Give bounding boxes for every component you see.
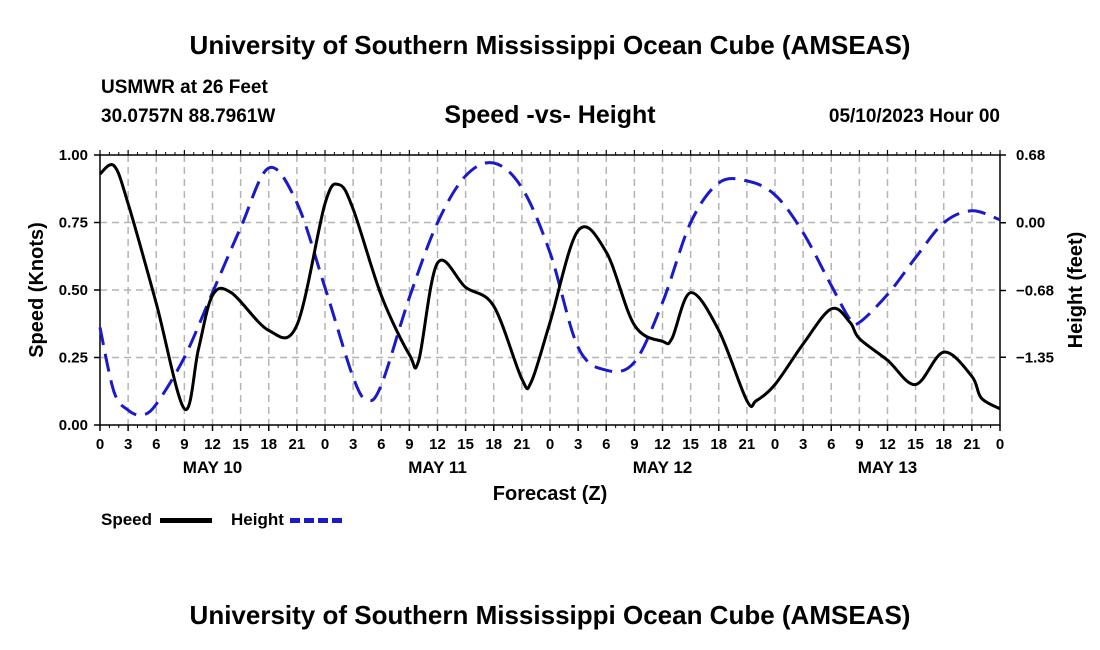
x-tick-label: 15 [682,436,699,453]
x-tick-label: 12 [204,436,221,453]
x-tick-label: 15 [232,436,249,453]
x-tick-label: 0 [771,436,779,453]
y-tick-label-right: −0.68 [1016,282,1054,299]
x-tick-label: 18 [710,436,727,453]
y-tick-label-right: −1.35 [1016,349,1054,366]
x-tick-label: 18 [260,436,277,453]
x-tick-label: 3 [574,436,582,453]
series-speed-line [99,163,1001,411]
x-tick-label: 21 [964,436,981,453]
x-tick-label: 18 [485,436,502,453]
station-label: USMWR at 26 Feet [101,77,268,98]
legend-speed-label: Speed [101,510,153,529]
x-tick-label: 6 [152,436,160,453]
coordinates-label: 30.0757N 88.7961W [101,106,276,127]
y-tick-label-right: 0.00 [1016,215,1045,232]
x-tick-label: 6 [602,436,610,453]
x-tick-label: 3 [799,436,807,453]
day-label: MAY 11 [408,458,467,477]
x-tick-label: 15 [457,436,474,453]
x-tick-label: 0 [96,436,104,453]
axis-ticks [94,150,1006,431]
legend-speed-swatch [160,518,212,523]
y-axis-title-right: Height (feet) [1065,232,1087,349]
x-tick-label: 9 [630,436,638,453]
x-tick-label: 21 [739,436,756,453]
y-tick-label-left: 1.00 [59,147,88,164]
x-tick-label: 9 [405,436,413,453]
x-axis-title: Forecast (Z) [493,483,607,505]
y-axis-title-left: Speed (Knots) [26,222,48,358]
x-tick-label: 12 [879,436,896,453]
x-tick-label: 15 [907,436,924,453]
x-tick-label: 9 [180,436,188,453]
date-hour-label: 05/10/2023 Hour 00 [828,106,1000,127]
axis-labels: 0 3 6 9 12 15 18 21 0 3 6 9 12 15 18 21 0 3 6 9 12 15 18 21 0 3 6 9… [59,147,1054,477]
x-tick-label: 12 [654,436,671,453]
grid [100,155,1000,425]
day-label: MAY 13 [858,458,918,477]
x-tick-label: 21 [289,436,306,453]
y-tick-label-left: 0.00 [59,417,88,434]
x-tick-label: 21 [514,436,531,453]
legend-height-swatch [290,518,342,523]
legend-height-label: Height [231,510,284,529]
x-tick-label: 0 [546,436,554,453]
x-tick-label: 9 [855,436,863,453]
x-tick-label: 0 [996,436,1004,453]
series-height-line [98,161,1001,417]
x-tick-label: 18 [935,436,952,453]
x-tick-label: 3 [124,436,132,453]
y-tick-label-left: 0.50 [59,282,88,299]
y-tick-label-left: 0.75 [59,215,88,232]
chart-main-title: University of Southern Mississippi Ocean… [189,30,911,60]
chart-footer-title: University of Southern Mississippi Ocean… [189,600,911,630]
x-tick-label: 12 [429,436,446,453]
day-label: MAY 12 [633,458,693,477]
x-tick-label: 6 [377,436,385,453]
day-label: MAY 10 [183,458,243,477]
y-tick-label-right: 0.68 [1016,147,1045,164]
chart-subtitle: Speed -vs- Height [444,101,656,129]
x-tick-label: 6 [827,436,835,453]
x-tick-label: 3 [349,436,357,453]
x-tick-label: 0 [321,436,329,453]
y-tick-label-left: 0.25 [59,350,88,367]
